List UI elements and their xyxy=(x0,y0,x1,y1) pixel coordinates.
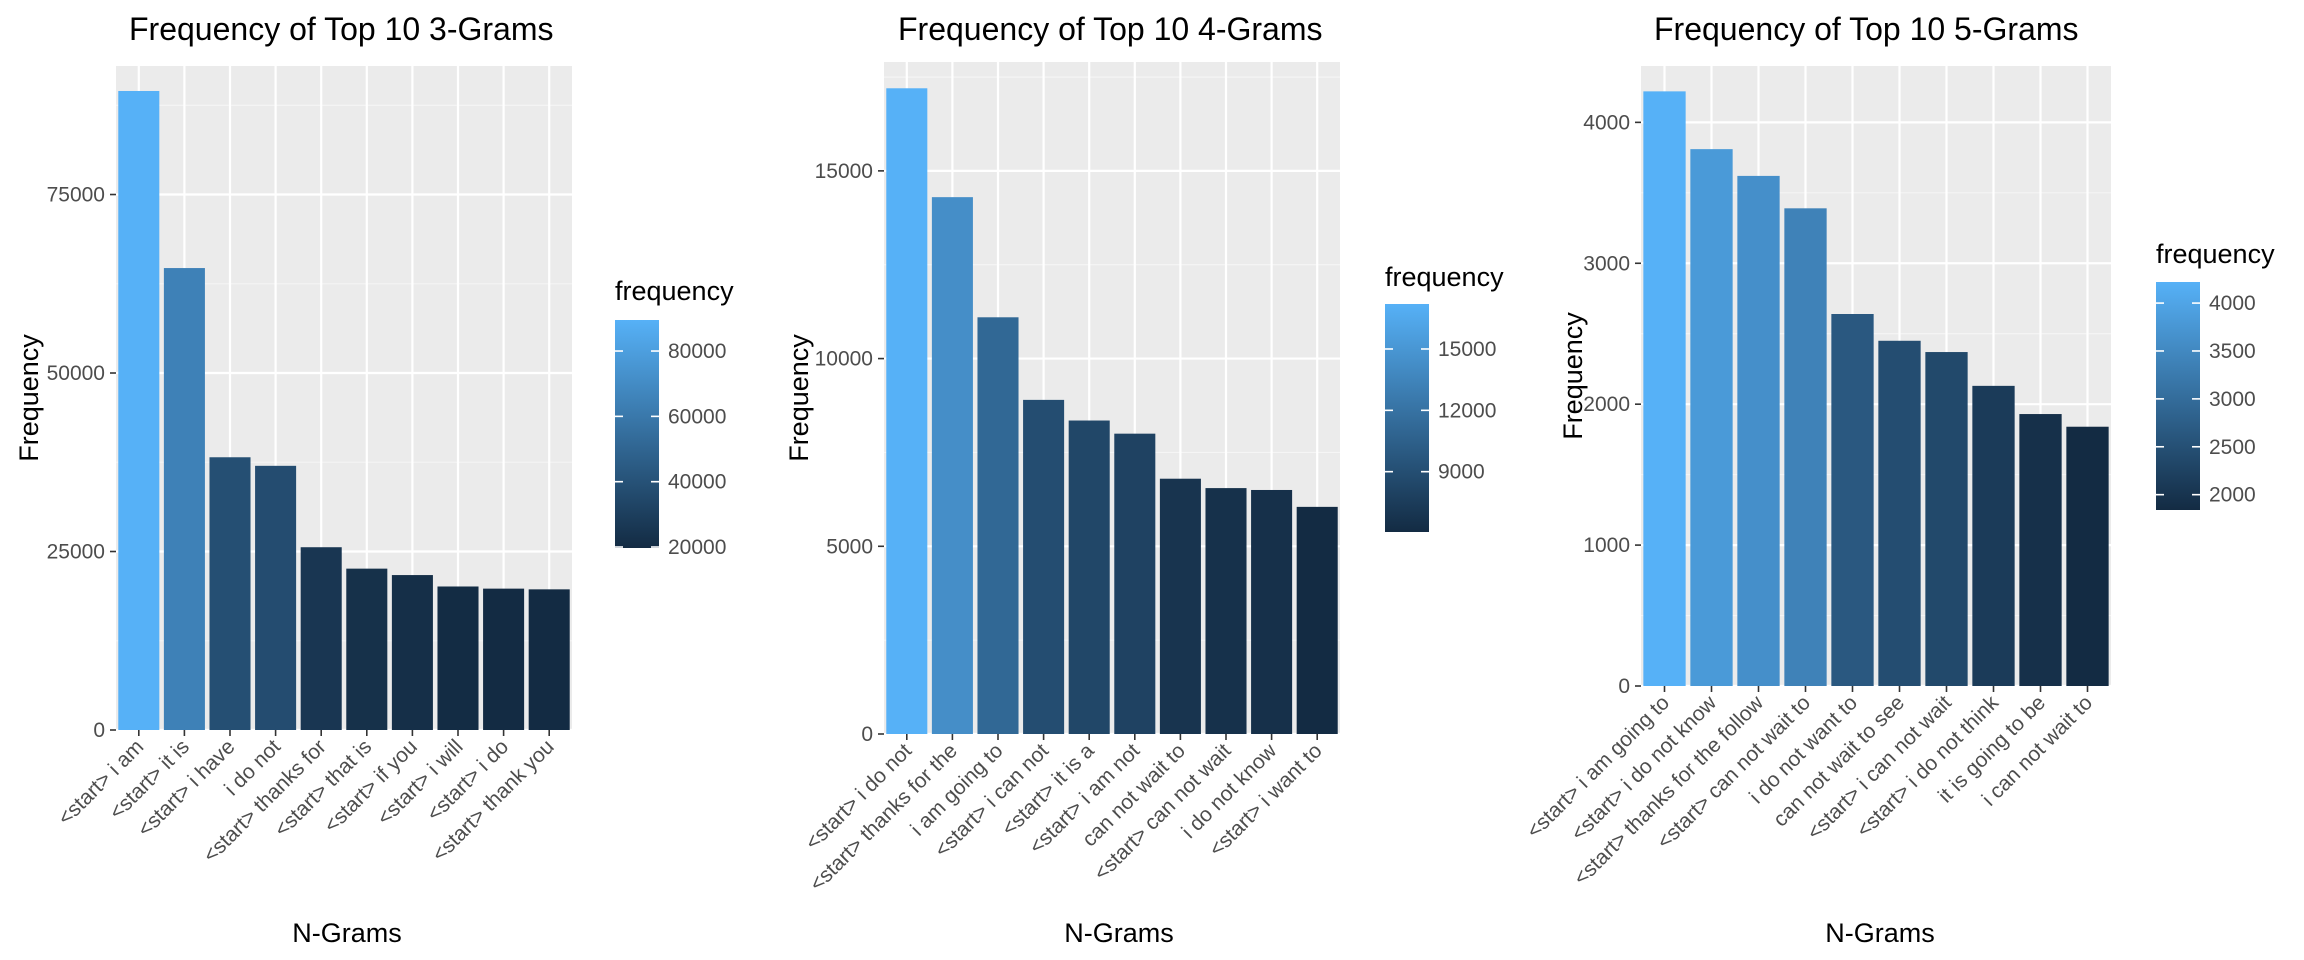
bar xyxy=(1068,420,1110,734)
legend-tick-label: 2500 xyxy=(2209,436,2256,459)
legend-tick-label: 40000 xyxy=(668,471,726,494)
bar xyxy=(437,586,479,730)
chart-panel-2: Frequency of Top 10 4-Grams 0 5000 10000 150… xyxy=(784,11,1504,948)
bar xyxy=(300,547,342,730)
bar xyxy=(1925,352,1968,686)
y-tick-label: 10000 xyxy=(815,348,873,371)
y-tick-label: 5000 xyxy=(826,535,873,558)
legend-title: frequency xyxy=(615,276,734,306)
legend-tick-label: 2000 xyxy=(2209,484,2256,507)
legend-tick-label: 12000 xyxy=(1438,399,1496,422)
legend-tick-label: 4000 xyxy=(2209,292,2256,315)
legend-tick-label: 20000 xyxy=(668,536,726,559)
legend-colorbar xyxy=(2156,282,2200,510)
y-tick-label: 0 xyxy=(1618,675,1630,698)
bar xyxy=(1831,314,1874,686)
y-axis-title: Frequency xyxy=(14,334,44,462)
bar xyxy=(1878,340,1921,686)
y-tick-label: 50000 xyxy=(47,362,105,385)
x-tick-label: <start> thanks for the follow xyxy=(1569,691,1768,890)
x-axis-title: N-Grams xyxy=(292,918,402,948)
bar xyxy=(391,575,433,730)
x-axis-title: N-Grams xyxy=(1825,918,1935,948)
bar xyxy=(255,465,297,730)
y-tick-label: 3000 xyxy=(1583,252,1630,275)
bar xyxy=(1690,149,1733,687)
legend-tick-label: 3000 xyxy=(2209,388,2256,411)
bar xyxy=(886,88,928,735)
bar xyxy=(163,268,205,730)
legend-tick-label: 9000 xyxy=(1438,461,1485,484)
bar xyxy=(1296,506,1338,734)
bar xyxy=(977,317,1019,734)
legend-title: frequency xyxy=(1385,262,1504,292)
chart-panel-1: Frequency of Top 10 3-Grams 0 25000 50000 75… xyxy=(14,11,734,948)
y-tick-label: 1000 xyxy=(1583,534,1630,557)
legend: frequency 2000 2500 3000 3500 4000 xyxy=(2156,239,2275,510)
bar xyxy=(528,589,570,730)
legend: frequency 20000 40000 60000 80000 xyxy=(615,276,734,559)
bar xyxy=(1159,478,1201,734)
y-tick-label: 0 xyxy=(861,723,873,746)
bar xyxy=(1251,489,1293,734)
legend-tick-label: 15000 xyxy=(1438,338,1496,361)
y-tick-label: 0 xyxy=(93,719,105,742)
bar xyxy=(1784,208,1827,686)
y-tick-label: 2000 xyxy=(1583,393,1630,416)
legend-tick-label: 60000 xyxy=(668,405,726,428)
chart-panel-3: Frequency of Top 10 5-Grams 0 1000 2000 3000… xyxy=(1522,11,2275,948)
bar xyxy=(483,588,525,730)
bar xyxy=(931,197,973,735)
chart-title: Frequency of Top 10 5-Grams xyxy=(1654,11,2079,47)
legend-tick-label: 3500 xyxy=(2209,340,2256,363)
bar xyxy=(1114,433,1156,734)
bar xyxy=(1972,385,2015,686)
bar xyxy=(1643,91,1686,686)
y-axis-title: Frequency xyxy=(1558,312,1588,440)
chart-title: Frequency of Top 10 4-Grams xyxy=(898,11,1323,47)
legend-title: frequency xyxy=(2156,239,2275,269)
bar xyxy=(1205,488,1247,734)
legend: frequency 9000 12000 15000 xyxy=(1385,262,1504,532)
legend-colorbar xyxy=(1385,304,1429,532)
legend-tick-label: 80000 xyxy=(668,340,726,363)
legend-colorbar xyxy=(615,320,659,548)
bar xyxy=(1023,399,1065,734)
y-tick-label: 75000 xyxy=(47,184,105,207)
y-axis-title: Frequency xyxy=(784,334,814,462)
bar xyxy=(209,457,251,730)
x-axis-title: N-Grams xyxy=(1064,918,1174,948)
bar xyxy=(118,90,160,730)
y-tick-label: 15000 xyxy=(815,160,873,183)
bar xyxy=(1737,175,1780,686)
bar xyxy=(2066,426,2109,686)
chart-title: Frequency of Top 10 3-Grams xyxy=(129,11,554,47)
bar xyxy=(2019,414,2062,686)
bar xyxy=(346,568,388,730)
y-tick-label: 25000 xyxy=(47,541,105,564)
y-tick-label: 4000 xyxy=(1583,111,1630,134)
